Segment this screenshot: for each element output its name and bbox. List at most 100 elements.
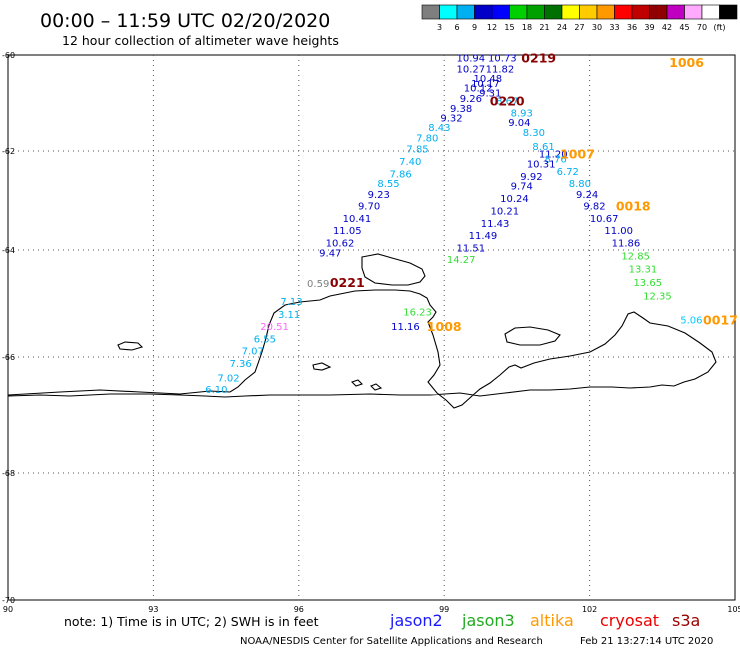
wave-height-label: 10.94: [457, 53, 486, 64]
color-swatch: [649, 4, 668, 20]
color-swatch: [526, 4, 545, 20]
color-swatch: [439, 4, 458, 20]
color-swatch: [456, 4, 475, 20]
color-scale-label: 24: [557, 23, 567, 32]
wave-height-label: 10.62: [326, 239, 355, 250]
pass-time-label: 0219: [521, 50, 556, 65]
wave-height-label: 5.06: [680, 316, 702, 327]
wave-height-label: 9.74: [511, 182, 533, 193]
wave-height-label: 13.65: [633, 278, 662, 289]
latitude-tick-label: -68: [2, 469, 15, 478]
wave-height-label: 11.20: [539, 149, 568, 160]
longitude-tick-label: 96: [294, 605, 304, 614]
color-swatch: [544, 4, 563, 20]
pass-time-labels: 0219 0220 0221 1006 1007 0018 1008 0017: [330, 50, 738, 334]
wave-height-label: 8.80: [569, 179, 591, 190]
legend-altika: altika: [530, 611, 574, 630]
antarctic-coastline: [7, 289, 717, 409]
wave-height-label: 10.31: [527, 159, 556, 170]
latitude-tick-label: -60: [2, 51, 15, 60]
wave-height-label: 10.67: [590, 214, 619, 225]
map-title: 00:00 – 11:59 UTC 02/20/2020: [40, 10, 330, 32]
map-subtitle: 12 hour collection of altimeter wave hei…: [62, 33, 339, 48]
wave-height-label: 8.61: [532, 142, 554, 153]
legend-s3a: s3a: [672, 611, 700, 630]
pass-time-label: 1006: [669, 55, 704, 70]
longitude-tick-label: 105: [727, 605, 740, 614]
wave-height-label: 11.16: [391, 322, 420, 333]
wave-height-label: 12.35: [643, 291, 672, 302]
wave-height-label: 6.10: [205, 385, 227, 396]
wave-height-label: 6.72: [557, 167, 579, 178]
color-swatch: [509, 4, 528, 20]
color-scale-label: 45: [679, 23, 689, 32]
wave-height-label: 9.92: [520, 172, 542, 183]
color-scale-label: (ft): [713, 23, 725, 32]
wave-height-label: 11.00: [604, 226, 633, 237]
latitude-tick-label: -62: [2, 147, 15, 156]
wave-height-label: 11.51: [457, 244, 486, 255]
wave-height-label: 10.27: [457, 64, 486, 75]
wave-height-label: 9.47: [319, 249, 341, 260]
pass-time-label: 1007: [560, 146, 595, 161]
color-scale-label: 39: [644, 23, 654, 32]
color-scale-label: 9: [472, 23, 477, 32]
wave-height-label: 9.24: [576, 190, 598, 201]
wave-height-label: 8.93: [511, 109, 533, 120]
wave-height-label: 9.32: [440, 113, 462, 124]
legend-jason3: jason3: [461, 611, 515, 630]
pass-time-label: 0018: [616, 198, 651, 213]
pass-time-label: 1008: [427, 319, 462, 334]
wave-height-label: 7.13: [280, 297, 302, 308]
color-swatch: [474, 4, 493, 20]
wave-height-label: 10.41: [343, 214, 372, 225]
color-scale-bar: 3 6 9 12 15 18 21 24 27 30 33 36 39 42 45 70 (ft): [421, 4, 738, 32]
wave-height-label: 7.86: [389, 169, 411, 180]
wave-height-label: 7.40: [399, 157, 421, 168]
color-swatch: [684, 4, 703, 20]
color-scale-label: 12: [487, 23, 497, 32]
wave-height-label: 10.73: [488, 53, 517, 64]
color-swatch: [596, 4, 615, 20]
pass-time-label: 0017: [703, 313, 738, 328]
footer-note: note: 1) Time is in UTC; 2) SWH is in fe…: [64, 614, 319, 629]
map-frame: [7, 54, 736, 601]
color-swatch: [666, 4, 685, 20]
longitude-tick-label: 99: [439, 605, 449, 614]
color-scale-label: 27: [574, 23, 584, 32]
color-scale-label: 42: [662, 23, 672, 32]
latitude-tick-label: -66: [2, 353, 15, 362]
color-swatch: [631, 4, 650, 20]
longitude-tick-label: 93: [148, 605, 158, 614]
wave-height-label: 7.07: [242, 347, 264, 358]
wave-height-label: 11.86: [612, 239, 641, 250]
wave-height-label: 7.80: [416, 134, 438, 145]
wave-height-label: 12.85: [621, 251, 650, 262]
footer-credit: NOAA/NESDIS Center for Satellite Applica…: [240, 636, 543, 647]
wave-height-label: 8.67: [496, 97, 518, 108]
grid-lines: [8, 55, 735, 600]
wave-height-label: 6.55: [254, 334, 276, 345]
latitude-tick-label: -70: [2, 596, 15, 605]
wave-height-label: 11.05: [333, 226, 362, 237]
wave-height-label: 9.38: [450, 104, 472, 115]
color-scale-label: 15: [504, 23, 514, 32]
wave-height-label: 9.23: [368, 190, 390, 201]
wave-height-label: 8.55: [377, 179, 399, 190]
color-swatch: [701, 4, 720, 20]
color-scale-label: 36: [627, 23, 637, 32]
wave-height-label: 20.51: [260, 322, 289, 333]
color-scale-label: 6: [454, 23, 459, 32]
coastline-island-north: [361, 253, 426, 286]
wave-height-label: 10.17: [471, 79, 500, 90]
wave-height-label: 8.76: [545, 154, 567, 165]
wave-height-label: 8.43: [428, 123, 450, 134]
wave-height-label: 3.11: [278, 310, 300, 321]
wave-height-label: 9.26: [460, 94, 482, 105]
coastline-islet-b: [350, 379, 364, 387]
color-swatch: [491, 4, 510, 20]
wave-height-label: 10.12: [464, 84, 493, 95]
latitude-tick-label: -64: [2, 246, 15, 255]
